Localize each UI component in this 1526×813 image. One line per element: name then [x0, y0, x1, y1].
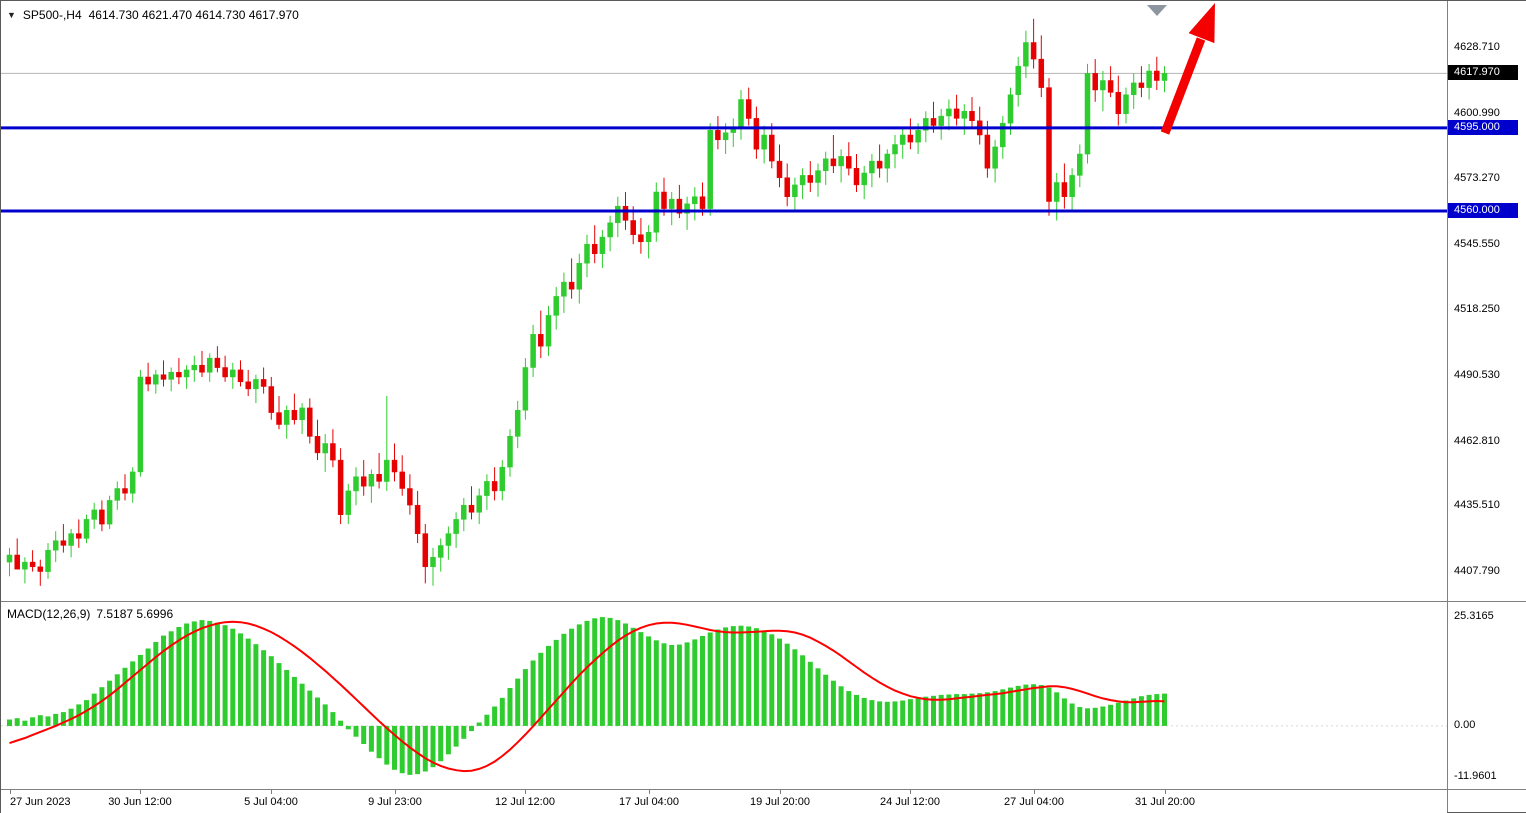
price-axis[interactable]: 4628.710 4617.970 4600.990 4595.000 4573.270… [1448, 1, 1526, 601]
macd-value-axis[interactable]: 25.3165 0.00 -11.9601 [1448, 601, 1526, 789]
macd-axis-label: 0.00 [1454, 719, 1476, 731]
time-axis-tick [271, 790, 272, 794]
time-axis-tick [910, 790, 911, 794]
chevron-down-icon[interactable]: ▼ [7, 10, 16, 20]
time-axis-tick [1165, 790, 1166, 794]
time-axis-label: 17 Jul 04:00 [619, 796, 679, 808]
symbol-period-label: SP500-,H4 [22, 8, 82, 22]
plot-column: ▼ SP500-,H4 4614.730 4621.470 4614.730 4… [1, 1, 1447, 813]
time-axis-label: 12 Jul 12:00 [495, 796, 555, 808]
price-axis-label: 4490.530 [1454, 369, 1500, 381]
time-axis-tick [780, 790, 781, 794]
time-axis-label: 5 Jul 04:00 [244, 796, 298, 808]
main-price-pane[interactable]: ▼ SP500-,H4 4614.730 4621.470 4614.730 4… [1, 1, 1447, 601]
candlestick-series [6, 18, 1168, 586]
level-price-tag: 4595.000 [1448, 120, 1518, 135]
axis-column: 4628.710 4617.970 4600.990 4595.000 4573.270… [1447, 1, 1526, 812]
price-axis-label: 4462.810 [1454, 435, 1500, 447]
time-axis-label: 27 Jul 04:00 [1004, 796, 1064, 808]
axis-corner [1448, 789, 1526, 813]
macd-name: MACD(12,26,9) [7, 607, 91, 621]
price-axis-label: 4407.790 [1454, 565, 1500, 577]
time-axis-label: 9 Jul 23:00 [368, 796, 422, 808]
chart-title: ▼ SP500-,H4 4614.730 4621.470 4614.730 4… [7, 8, 299, 22]
time-axis-label: 30 Jun 12:00 [108, 796, 172, 808]
macd-signal-line [9, 620, 1165, 773]
price-axis-label: 4628.710 [1454, 41, 1500, 53]
macd-axis-label: -11.9601 [1454, 770, 1497, 782]
trend-arrow[interactable] [1160, 3, 1215, 135]
macd-indicator-pane[interactable]: MACD(12,26,9) 7.5187 5.6996 [1, 601, 1447, 789]
ohlc-values: 4614.730 4621.470 4614.730 4617.970 [88, 8, 299, 22]
time-axis-tick [10, 790, 11, 794]
macd-chart-svg[interactable] [1, 602, 1447, 787]
price-axis-label: 4573.270 [1454, 172, 1500, 184]
time-axis-label: 24 Jul 12:00 [880, 796, 940, 808]
level-price-tag: 4560.000 [1448, 203, 1518, 218]
macd-indicator-label: MACD(12,26,9) 7.5187 5.6996 [7, 607, 179, 621]
current-price-tag: 4617.970 [1448, 65, 1518, 80]
main-chart-svg[interactable] [1, 1, 1447, 601]
time-axis-label: 31 Jul 20:00 [1135, 796, 1195, 808]
time-axis-tick [140, 790, 141, 794]
time-axis[interactable]: 27 Jun 2023 30 Jun 12:00 5 Jul 04:00 9 Jul … [1, 789, 1447, 813]
macd-axis-label: 25.3165 [1454, 610, 1494, 622]
macd-values: 7.5187 5.6996 [96, 607, 174, 621]
price-axis-label: 4435.510 [1454, 499, 1500, 511]
time-axis-label: 27 Jun 2023 [10, 796, 71, 808]
price-axis-label: 4518.250 [1454, 303, 1500, 315]
time-axis-tick [395, 790, 396, 794]
time-axis-label: 19 Jul 20:00 [750, 796, 810, 808]
price-axis-label: 4545.550 [1454, 238, 1500, 250]
price-axis-label: 4600.990 [1454, 107, 1500, 119]
time-axis-tick [649, 790, 650, 794]
time-axis-tick [1034, 790, 1035, 794]
gray-triangle-marker[interactable] [1147, 5, 1167, 16]
macd-histogram [7, 617, 1167, 775]
time-axis-tick [525, 790, 526, 794]
